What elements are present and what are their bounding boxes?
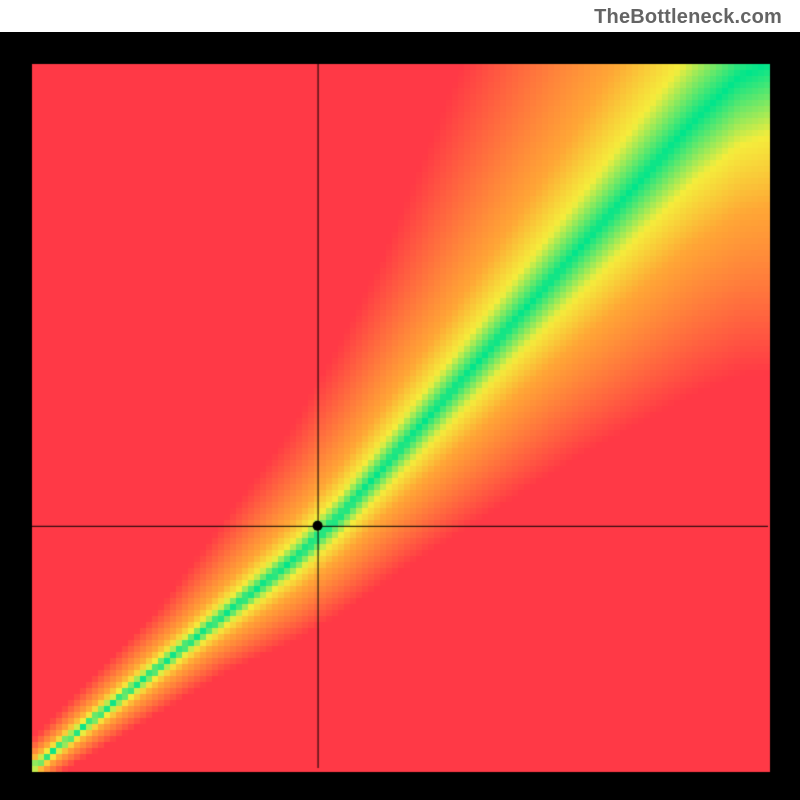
bottleneck-heatmap-chart <box>0 32 800 800</box>
attribution-text: TheBottleneck.com <box>594 6 782 29</box>
